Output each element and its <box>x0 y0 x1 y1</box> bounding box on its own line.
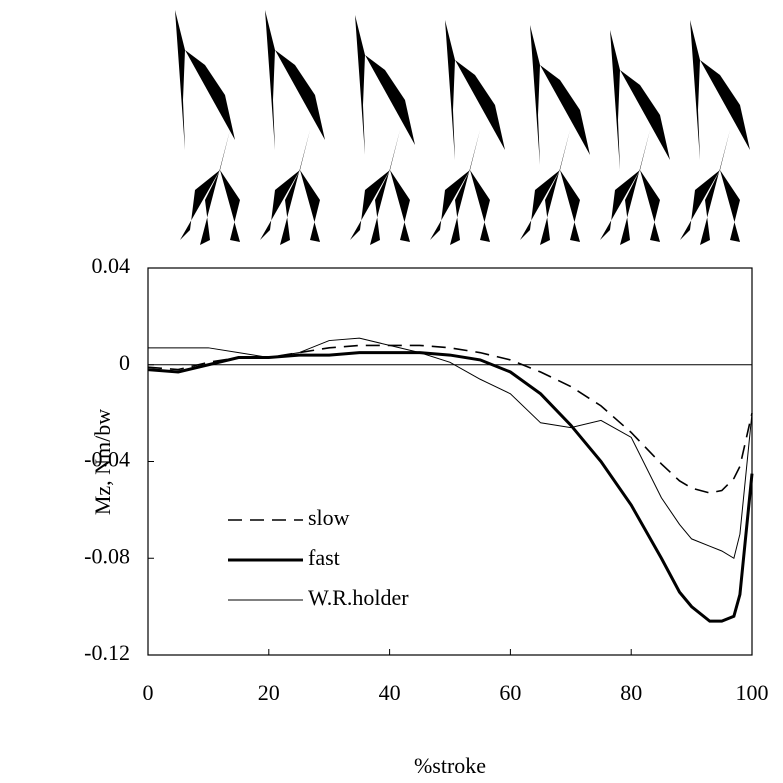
x-tick-label: 100 <box>736 680 769 705</box>
x-tick-label: 40 <box>379 680 401 705</box>
x-tick-label: 60 <box>499 680 521 705</box>
x-tick-label: 0 <box>143 680 154 705</box>
y-tick-label: -0.12 <box>84 640 130 665</box>
series-line <box>147 351 754 623</box>
y-axis-label: Mz, Nm/bw <box>90 409 115 515</box>
y-tick-label: 0.04 <box>92 253 131 278</box>
legend-label: slow <box>308 505 350 530</box>
x-tick-label: 20 <box>258 680 280 705</box>
y-tick-label: 0 <box>119 350 130 375</box>
x-tick-label: 80 <box>620 680 642 705</box>
legend-label: fast <box>308 545 340 570</box>
legend-label: W.R.holder <box>308 585 409 610</box>
series-line <box>147 344 753 494</box>
series-line <box>148 337 753 560</box>
y-tick-label: -0.08 <box>84 543 130 568</box>
stick-figures <box>175 10 750 245</box>
plot-frame <box>147 267 753 656</box>
x-axis-label: %stroke <box>414 753 486 778</box>
y-tick-label: -0.04 <box>84 447 130 472</box>
